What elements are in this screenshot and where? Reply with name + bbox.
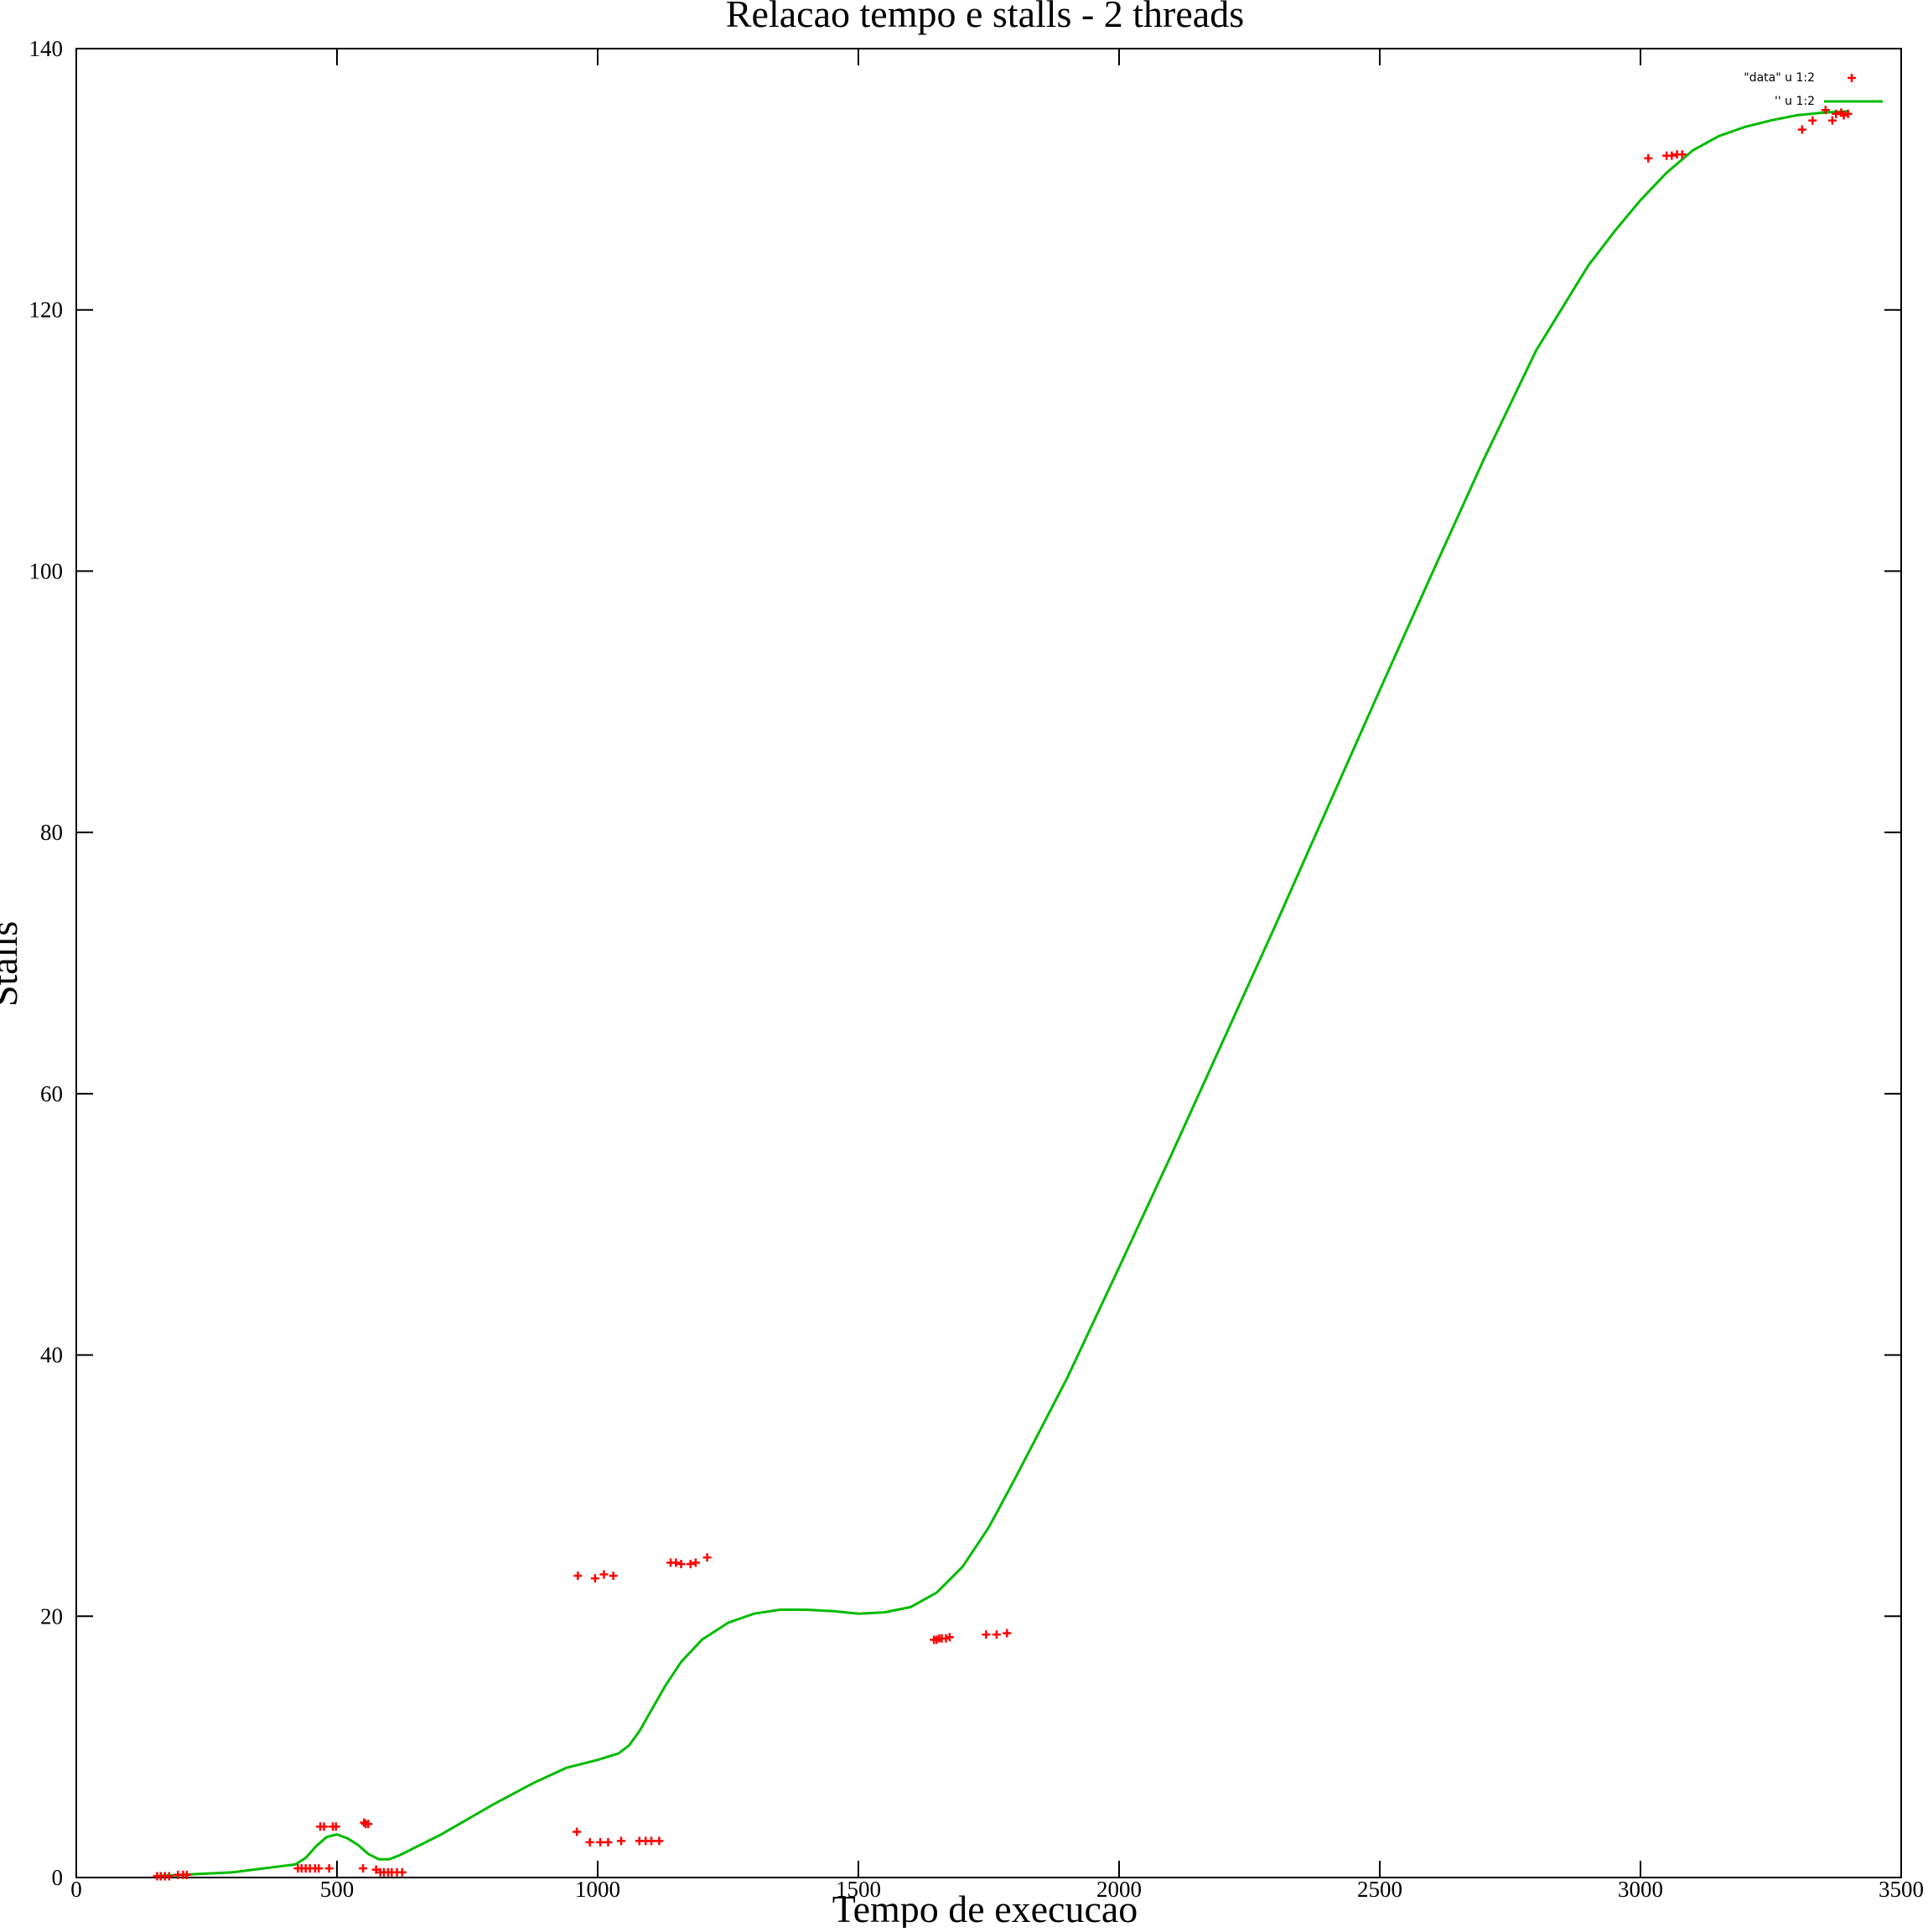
y-tick-label: 100 bbox=[29, 558, 64, 583]
data-point bbox=[655, 1836, 664, 1846]
data-point bbox=[324, 1864, 334, 1873]
data-point bbox=[397, 1867, 407, 1877]
x-tick-label: 3500 bbox=[1879, 1877, 1924, 1902]
data-point bbox=[604, 1837, 613, 1847]
x-tick-label: 0 bbox=[70, 1877, 82, 1902]
x-tick-label: 2500 bbox=[1357, 1877, 1402, 1902]
x-axis-label: Tempo de execucao bbox=[832, 1888, 1138, 1928]
data-point bbox=[609, 1571, 618, 1580]
x-tick-label: 1000 bbox=[575, 1877, 620, 1902]
legend-marker-points bbox=[1848, 74, 1856, 82]
legend-label-points: "data" u 1:2 bbox=[1744, 71, 1815, 85]
data-point bbox=[573, 1827, 582, 1836]
fitted-line-path bbox=[154, 110, 1849, 1878]
data-point bbox=[1832, 109, 1841, 118]
data-point bbox=[331, 1822, 340, 1831]
fitted-line-series bbox=[154, 110, 1849, 1878]
data-point bbox=[671, 1558, 681, 1567]
y-tick-label: 20 bbox=[40, 1603, 63, 1629]
data-point bbox=[364, 1820, 373, 1829]
data-point bbox=[1644, 153, 1653, 163]
data-point bbox=[319, 1822, 329, 1831]
data-point bbox=[647, 1836, 656, 1846]
legend-plus-marker bbox=[1848, 74, 1856, 82]
data-point bbox=[1827, 116, 1837, 125]
data-point bbox=[676, 1559, 686, 1568]
data-point bbox=[982, 1630, 991, 1639]
data-point bbox=[945, 1633, 954, 1642]
data-point bbox=[1003, 1629, 1012, 1638]
data-point bbox=[616, 1836, 625, 1846]
y-axis-ticks: 0 20 40 60 80 100 120 140 bbox=[29, 36, 1901, 1890]
y-tick-label: 120 bbox=[29, 298, 64, 323]
data-point bbox=[1667, 151, 1677, 160]
data-point bbox=[590, 1574, 599, 1583]
y-tick-label: 80 bbox=[40, 820, 63, 845]
data-point bbox=[164, 1872, 174, 1881]
legend-label-line: '' u 1:2 bbox=[1775, 95, 1815, 108]
data-point bbox=[585, 1837, 594, 1847]
plot-area-frame bbox=[75, 48, 1902, 1878]
x-tick-label: 2000 bbox=[1096, 1877, 1142, 1902]
data-point bbox=[1839, 111, 1848, 120]
data-point bbox=[596, 1837, 605, 1847]
data-points-series bbox=[153, 106, 1853, 1881]
y-tick-label: 60 bbox=[40, 1081, 63, 1106]
data-point bbox=[599, 1570, 609, 1579]
y-tick-label: 0 bbox=[52, 1865, 64, 1890]
data-point bbox=[314, 1864, 324, 1873]
data-point bbox=[359, 1864, 368, 1873]
legend: "data" u 1:2 '' u 1:2 bbox=[1744, 71, 1883, 108]
data-point bbox=[702, 1553, 712, 1562]
chart-title: Relacao tempo e stalls - 2 threads bbox=[726, 0, 1244, 35]
x-tick-label: 3000 bbox=[1618, 1877, 1663, 1902]
data-point bbox=[360, 1818, 369, 1827]
data-point bbox=[182, 1870, 191, 1879]
data-point bbox=[1808, 116, 1817, 125]
y-tick-label: 140 bbox=[29, 36, 64, 61]
data-point bbox=[1843, 109, 1853, 118]
data-point bbox=[573, 1571, 583, 1580]
y-axis-label: Stalls bbox=[0, 921, 25, 1007]
y-tick-label: 40 bbox=[40, 1343, 63, 1368]
data-point bbox=[1797, 125, 1806, 134]
x-axis-ticks: 0 500 1000 1500 2000 2500 3000 3500 bbox=[70, 49, 1924, 1902]
data-point bbox=[686, 1559, 695, 1568]
x-tick-label: 500 bbox=[320, 1877, 355, 1902]
data-point bbox=[1677, 150, 1687, 159]
data-point bbox=[992, 1630, 1001, 1639]
data-point bbox=[691, 1558, 700, 1567]
x-tick-label: 1500 bbox=[836, 1877, 881, 1902]
data-point bbox=[1821, 106, 1830, 115]
